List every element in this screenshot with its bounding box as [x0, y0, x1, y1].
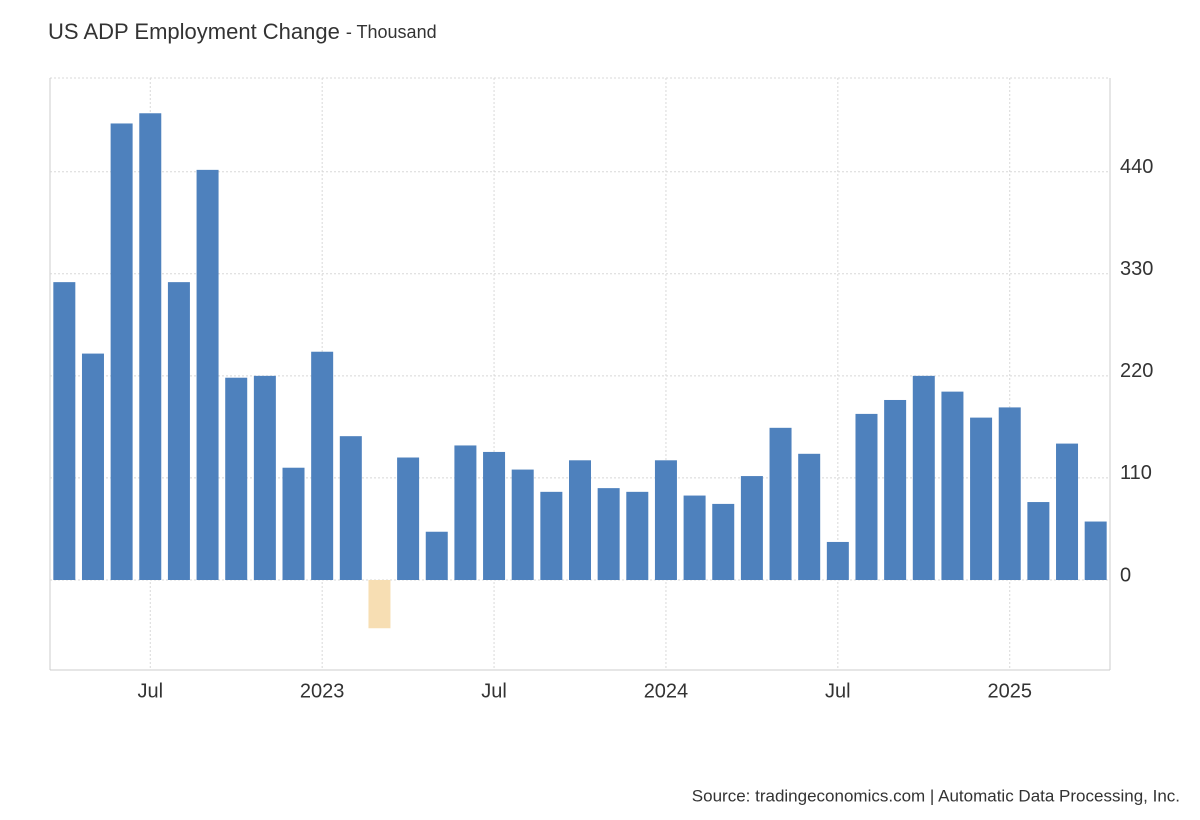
y-tick-label: 220 — [1120, 360, 1153, 382]
bar — [826, 541, 849, 580]
bar — [167, 282, 190, 580]
bar — [970, 417, 993, 580]
bar — [483, 451, 506, 580]
bar — [912, 375, 935, 580]
bar — [139, 113, 162, 580]
x-tick-label: Jul — [825, 680, 851, 702]
bar — [540, 491, 563, 580]
source: Source: tradingeconomics.com | Automatic… — [692, 786, 1180, 805]
bar — [1027, 502, 1050, 580]
bar — [740, 476, 763, 580]
x-tick-label: Jul — [481, 680, 507, 702]
bar — [998, 407, 1021, 580]
bar — [282, 467, 305, 580]
bar — [397, 457, 420, 580]
bar — [712, 503, 735, 580]
y-tick-label: 0 — [1120, 564, 1131, 586]
bar — [311, 351, 334, 580]
bar — [597, 488, 620, 580]
bar — [81, 353, 104, 580]
bar — [253, 375, 276, 580]
chart-title: US ADP Employment Change - Thousand — [48, 19, 437, 44]
x-tick-label: 2024 — [644, 680, 689, 702]
y-tick-label: 110 — [1120, 462, 1152, 484]
bar — [196, 169, 219, 580]
subtitle: - Thousand — [346, 22, 437, 42]
bar — [454, 445, 477, 580]
bar — [53, 282, 76, 580]
bar — [368, 579, 391, 629]
title: US ADP Employment Change — [48, 19, 340, 44]
bar — [225, 377, 248, 580]
bar — [425, 531, 448, 580]
bar — [339, 436, 362, 580]
y-tick-label: 330 — [1120, 258, 1153, 280]
bar — [769, 427, 792, 580]
bar — [626, 491, 649, 580]
bar — [654, 460, 677, 580]
bar — [884, 399, 907, 580]
bar — [798, 453, 821, 580]
bar — [569, 460, 591, 580]
bar — [1084, 521, 1107, 580]
x-tick-label: 2023 — [300, 680, 345, 702]
x-tick-label: Jul — [137, 680, 163, 702]
bar — [1056, 443, 1079, 580]
bar — [941, 391, 964, 580]
bar — [855, 413, 878, 580]
bar — [110, 123, 133, 580]
y-tick-label: 440 — [1120, 156, 1153, 178]
x-tick-label: 2025 — [987, 680, 1032, 702]
bar — [511, 469, 534, 580]
bar — [683, 495, 706, 580]
